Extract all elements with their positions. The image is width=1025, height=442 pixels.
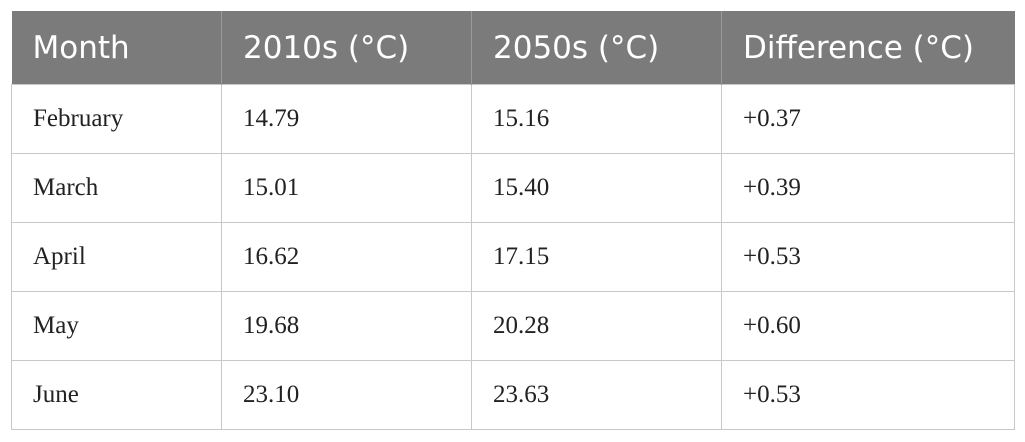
table-row: March 15.01 15.40 +0.39 xyxy=(11,153,1015,223)
table-cell: +0.53 xyxy=(721,360,1015,430)
table-row: February 14.79 15.16 +0.37 xyxy=(11,84,1015,154)
table-row: May 19.68 20.28 +0.60 xyxy=(11,291,1015,361)
table-cell: 23.63 xyxy=(471,360,722,430)
table-cell: February xyxy=(11,84,222,154)
table-cell: 14.79 xyxy=(221,84,472,154)
header-cell: 2010s (°C) xyxy=(221,11,472,85)
table-cell: 15.16 xyxy=(471,84,722,154)
header-cell: Difference (°C) xyxy=(721,11,1015,85)
table-cell: +0.37 xyxy=(721,84,1015,154)
table-cell: 23.10 xyxy=(221,360,472,430)
table-cell: +0.53 xyxy=(721,222,1015,292)
table: Month 2010s (°C) 2050s (°C) Difference (°C)… xyxy=(11,11,1015,430)
header-cell: 2050s (°C) xyxy=(471,11,722,85)
table-cell: June xyxy=(11,360,222,430)
table-cell: 16.62 xyxy=(221,222,472,292)
table-cell: 15.40 xyxy=(471,153,722,223)
table-cell: April xyxy=(11,222,222,292)
table-cell: +0.60 xyxy=(721,291,1015,361)
table-cell: 19.68 xyxy=(221,291,472,361)
table-cell: 20.28 xyxy=(471,291,722,361)
header-cell: Month xyxy=(11,11,222,85)
table-row: April 16.62 17.15 +0.53 xyxy=(11,222,1015,292)
table-cell: May xyxy=(11,291,222,361)
table-cell: March xyxy=(11,153,222,223)
table-cell: 17.15 xyxy=(471,222,722,292)
table-row: June 23.10 23.63 +0.53 xyxy=(11,360,1015,430)
table-body: February 14.79 15.16 +0.37 March 15.01 15.40 +0… xyxy=(11,84,1015,430)
table-cell: +0.39 xyxy=(721,153,1015,223)
header-row: Month 2010s (°C) 2050s (°C) Difference (°C) xyxy=(11,11,1015,85)
table-cell: 15.01 xyxy=(221,153,472,223)
